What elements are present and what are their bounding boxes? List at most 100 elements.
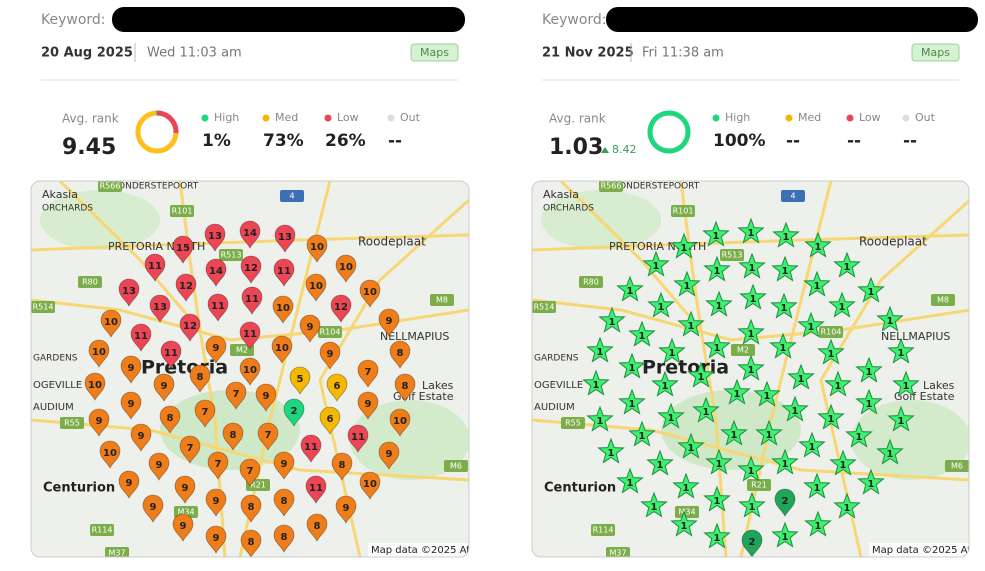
rank-label: 9 <box>96 416 103 427</box>
rank-label: 10 <box>276 303 290 314</box>
rank-label: 2 <box>782 496 789 507</box>
rank-pin <box>172 235 194 264</box>
rank-star <box>876 305 904 332</box>
rank-pin <box>239 458 261 487</box>
road-label: M37 <box>108 549 125 558</box>
road-label: M2 <box>737 346 749 355</box>
rank-label: 11 <box>211 301 225 312</box>
rank-label: 7 <box>233 389 240 400</box>
rank-star <box>798 431 826 458</box>
rank-label: 1 <box>653 261 660 272</box>
rank-label: 1 <box>808 322 815 333</box>
rank-star <box>857 468 885 495</box>
road-shield <box>60 417 84 429</box>
road <box>559 181 703 331</box>
rank-pin <box>255 383 277 412</box>
rank-star <box>628 320 656 347</box>
rank-label: 10 <box>103 448 117 459</box>
rank-label: 9 <box>128 399 135 410</box>
rank-pin <box>118 470 140 499</box>
rank-label: 1 <box>714 496 721 507</box>
rank-label: 9 <box>156 460 163 471</box>
legend-dot <box>324 114 332 122</box>
rank-label: 1 <box>809 442 816 453</box>
rank-pin <box>118 278 140 307</box>
place-label: Roodeplaat <box>358 235 426 249</box>
rank-label: 7 <box>265 430 272 441</box>
rank-label: 8 <box>402 381 409 392</box>
rank-pin <box>273 258 295 287</box>
rank-label: 12 <box>183 321 197 332</box>
stat-value: 26% <box>325 131 366 151</box>
road-shield <box>31 301 55 313</box>
rank-change: 8.42 <box>612 143 637 156</box>
road-label: R104 <box>320 328 341 337</box>
time: Fri 11:38 am <box>642 46 724 61</box>
donut-segment <box>156 110 179 134</box>
rank-label: 9 <box>182 483 189 494</box>
rank-star <box>598 306 626 333</box>
rank-label: 1 <box>716 459 723 470</box>
rank-pin <box>347 424 369 453</box>
rank-label: 1 <box>597 347 604 358</box>
rank-star <box>597 437 625 464</box>
road-label: R80 <box>583 278 599 287</box>
road-label: 4 <box>790 192 795 201</box>
stat-value: 73% <box>263 131 304 151</box>
rank-label: 2 <box>749 537 756 548</box>
rank-label: 1 <box>749 502 756 513</box>
place-label: ORCHARDS <box>543 204 594 214</box>
rank-star <box>582 369 610 396</box>
rank-label: 1 <box>734 389 741 400</box>
rank-label: 8 <box>248 502 255 513</box>
road-label: M8 <box>436 296 448 305</box>
rank-label: 7 <box>187 443 194 454</box>
place-label: Lakes <box>923 379 955 392</box>
legend-name: Out <box>915 111 936 124</box>
rank-label: 1 <box>815 242 822 253</box>
panel: Keyword: 21 Nov 2025 Fri 11:38 am Maps Avg. … <box>531 7 978 558</box>
rank-label: 1 <box>782 532 789 543</box>
legend-dot <box>785 114 793 122</box>
rank-pin <box>205 258 227 287</box>
rank-pin <box>335 495 357 524</box>
rank-star <box>829 449 857 476</box>
rank-label: 2 <box>291 406 298 417</box>
rank-pin <box>330 294 352 323</box>
rank-star <box>586 336 614 363</box>
rank-star <box>781 395 809 422</box>
rank-star <box>703 522 731 549</box>
rank-star <box>616 275 644 302</box>
rank-label: 1 <box>748 466 755 477</box>
rank-pin <box>148 452 170 481</box>
road <box>31 418 469 482</box>
road-shield <box>747 479 771 491</box>
place-label: OGEVILLE <box>33 380 82 391</box>
rank-star <box>703 332 731 359</box>
rank-label: 9 <box>128 363 135 374</box>
rank-label: 11 <box>148 261 162 272</box>
park <box>851 400 969 480</box>
avg-rank-label: Avg. rank <box>62 112 119 126</box>
rank-label: 10 <box>104 317 118 328</box>
rank-label: 9 <box>263 391 270 402</box>
rank-label: 8 <box>167 413 174 424</box>
rank-label: 8 <box>248 537 255 548</box>
legend-dot <box>846 114 854 122</box>
rank-star <box>828 291 856 318</box>
road-label: M8 <box>937 296 949 305</box>
attribution-bg <box>869 543 969 557</box>
rank-label: 10 <box>310 242 324 253</box>
rank-pin <box>207 293 229 322</box>
place-label: ONDERSTEPOORT <box>619 182 700 192</box>
rank-star <box>755 419 783 446</box>
rank-label: 1 <box>627 478 634 489</box>
rank-pin <box>239 321 261 350</box>
rank-pin <box>359 471 381 500</box>
rank-star <box>855 356 883 383</box>
rank-star <box>892 370 920 397</box>
rank-label: 1 <box>683 483 690 494</box>
time: Wed 11:03 am <box>147 46 242 61</box>
rank-label: 1 <box>684 281 691 292</box>
